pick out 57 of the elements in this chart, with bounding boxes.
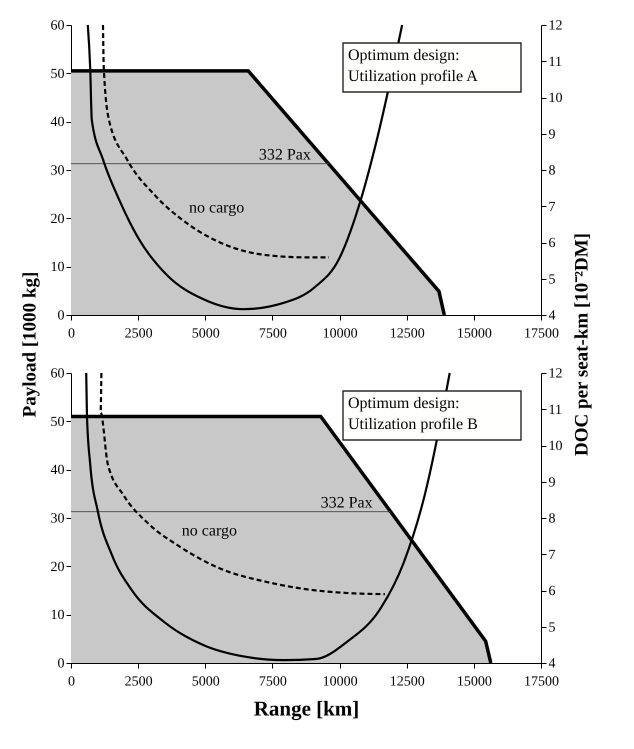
y2-tick-label: 12 <box>548 18 562 34</box>
x-tick-label: 12500 <box>390 326 425 342</box>
y2-tick-label: 6 <box>548 236 556 251</box>
y2-tick-label: 4 <box>548 308 556 324</box>
y2-tick-label: 8 <box>548 164 556 178</box>
x-tick-label: 10000 <box>322 326 358 342</box>
x-tick-label: 17500 <box>524 674 559 690</box>
y2-tick-label: 7 <box>548 200 556 215</box>
y2-tick-label: 8 <box>548 512 556 526</box>
annotation: Optimum design: Utilization profile A <box>348 47 478 85</box>
annotation: Optimum design: Utilization profile B <box>348 395 478 433</box>
x-tick-label: 2500 <box>124 674 153 690</box>
y2-tick-label: 6 <box>548 584 556 599</box>
x-tick-label: 17500 <box>524 326 559 342</box>
series-label: 332 Pax <box>258 146 311 164</box>
y-tick-label: 20 <box>50 560 64 575</box>
y2-tick-label: 12 <box>548 366 562 382</box>
y-tick-label: 60 <box>50 366 64 382</box>
x-tick-label: 5000 <box>192 326 220 342</box>
x-tick-label: 0 <box>68 326 75 342</box>
x-tick-label: 2500 <box>124 326 153 342</box>
y2-tick-label: 9 <box>548 127 556 142</box>
y2-tick-label: 5 <box>548 620 556 636</box>
x-tick-label: 10000 <box>322 674 358 690</box>
x-tick-label: 7500 <box>258 674 287 690</box>
series-label: 332 Pax <box>320 494 373 512</box>
y-tick-label: 0 <box>58 656 64 672</box>
y-tick-label: 50 <box>50 66 64 82</box>
y-tick-label: 10 <box>50 260 64 276</box>
y-axis-title: Payload [1000 kg] <box>20 272 40 418</box>
x-tick-label: 0 <box>68 674 75 690</box>
y-tick-label: 60 <box>50 18 64 34</box>
y-tick-label: 40 <box>50 115 64 130</box>
y-tick-label: 30 <box>50 512 64 526</box>
series-label: no cargo <box>188 199 244 216</box>
x-axis-title: Range [km] <box>254 696 360 720</box>
y2-tick-label: 4 <box>548 656 556 672</box>
x-tick-label: 15000 <box>456 326 492 342</box>
y-tick-label: 40 <box>50 463 64 478</box>
y2-tick-label: 5 <box>548 272 556 288</box>
x-tick-label: 5000 <box>192 674 220 690</box>
y2-tick-label: 11 <box>548 402 562 418</box>
y2-axis-title: DOC per seat-km [10⁻²DM] <box>572 233 592 456</box>
y-tick-label: 10 <box>50 608 64 624</box>
x-tick-label: 7500 <box>258 326 287 342</box>
series-label: no cargo <box>182 522 238 540</box>
y-tick-label: 50 <box>50 414 64 430</box>
y2-tick-label: 10 <box>548 439 562 454</box>
y-tick-label: 0 <box>58 308 64 324</box>
y-tick-label: 30 <box>50 164 64 178</box>
y-tick-label: 20 <box>50 212 64 227</box>
y2-tick-label: 10 <box>548 91 562 106</box>
y2-tick-label: 9 <box>548 475 556 490</box>
x-tick-label: 12500 <box>390 674 425 690</box>
x-tick-label: 15000 <box>456 674 492 690</box>
y2-tick-label: 11 <box>548 54 562 70</box>
y2-tick-label: 7 <box>548 548 556 563</box>
